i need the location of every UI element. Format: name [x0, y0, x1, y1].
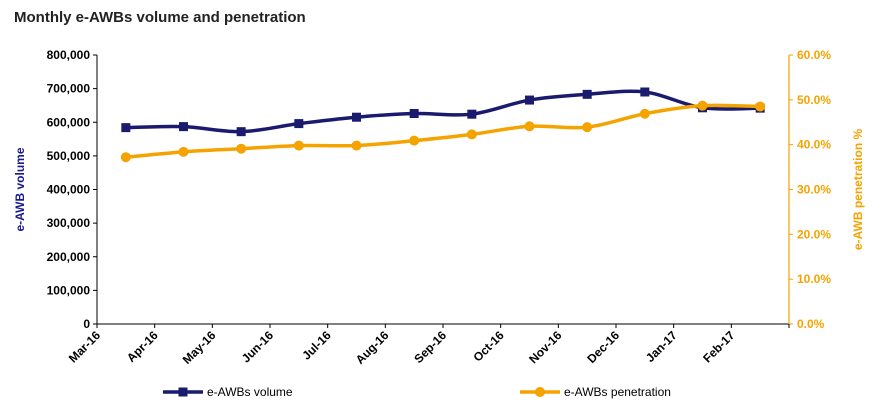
y2-tick-label: 30.0%: [797, 183, 831, 197]
data-point-penetration: [293, 140, 304, 151]
data-point-penetration: [120, 152, 131, 163]
data-point-volume: [294, 119, 304, 129]
x-tick-label: Dec-16: [584, 328, 622, 366]
data-point-penetration: [639, 108, 650, 119]
x-tick-label: Sep-16: [411, 328, 449, 366]
y-tick-label: 600,000: [47, 115, 91, 129]
x-tick-label: Nov-16: [526, 328, 564, 366]
series-line-1: [124, 89, 762, 134]
y2-tick-label: 20.0%: [797, 227, 831, 241]
x-tick-label: Apr-16: [124, 328, 161, 365]
y2-tick-label: 10.0%: [797, 272, 831, 286]
data-point-penetration: [582, 122, 593, 133]
y-tick-label: 700,000: [47, 82, 91, 96]
y2-axis-title: e-AWB penetration %: [851, 129, 865, 251]
data-point-penetration: [236, 143, 247, 154]
y2-tick-label: 60.0%: [797, 48, 831, 62]
x-tick-label: Jun-16: [239, 328, 276, 365]
data-point-volume: [236, 127, 246, 137]
y-tick-label: 500,000: [47, 149, 91, 163]
data-point-volume: [640, 87, 650, 97]
data-point-penetration: [697, 100, 708, 111]
data-point-volume: [409, 109, 419, 119]
y2-tick-label: 40.0%: [797, 138, 831, 152]
legend-marker: [178, 387, 188, 397]
y-tick-label: 0: [83, 317, 90, 331]
data-point-volume: [352, 112, 361, 122]
y-tick-label: 300,000: [47, 216, 91, 230]
data-point-volume: [582, 89, 592, 99]
data-point-penetration: [524, 121, 535, 132]
y-tick-label: 400,000: [47, 183, 91, 197]
x-tick-label: Mar-16: [66, 328, 103, 365]
x-tick-label: Oct-16: [470, 328, 507, 365]
data-point-penetration: [409, 135, 420, 146]
data-point-penetration: [755, 101, 766, 112]
x-tick-label: Aug-16: [353, 328, 392, 367]
x-tick-label: May-16: [180, 328, 219, 367]
y-tick-label: 100,000: [47, 283, 91, 297]
data-point-volume: [121, 123, 131, 133]
data-point-penetration: [178, 146, 189, 157]
y2-tick-label: 50.0%: [797, 93, 831, 107]
data-point-volume: [467, 109, 477, 119]
data-point-volume: [525, 95, 534, 105]
legend-label: e-AWBs penetration: [564, 385, 671, 399]
x-tick-label: Feb-17: [700, 328, 737, 365]
x-tick-label: Jan-17: [643, 328, 680, 365]
y-axis-title: e-AWB volume: [13, 147, 27, 231]
data-point-penetration: [351, 140, 362, 151]
y2-tick-label: 0.0%: [797, 317, 825, 331]
data-point-penetration: [466, 129, 477, 140]
y-tick-label: 800,000: [47, 48, 91, 62]
y-tick-label: 200,000: [47, 250, 91, 264]
x-tick-label: Jul-16: [299, 328, 334, 363]
legend-label: e-AWBs volume: [207, 385, 293, 399]
data-point-volume: [179, 122, 188, 132]
chart-title: Monthly e-AWBs volume and penetration: [14, 9, 306, 26]
legend-marker: [535, 387, 545, 397]
